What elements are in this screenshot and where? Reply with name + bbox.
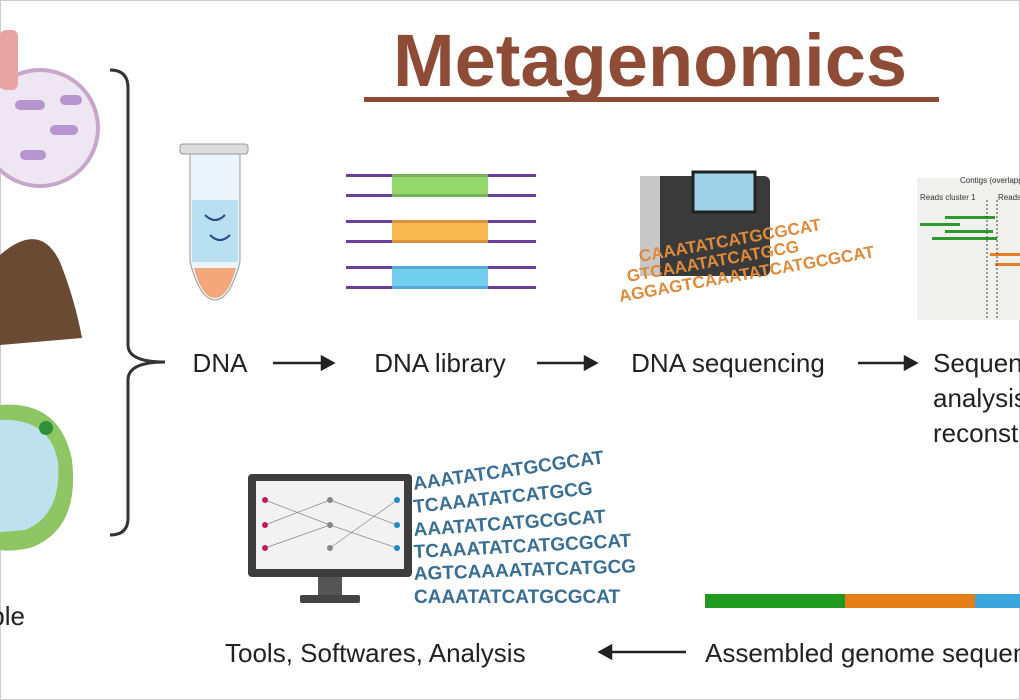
step-label: DNA library bbox=[374, 348, 505, 378]
step-label: DNA sequencing bbox=[631, 348, 825, 378]
analysis-read: CAAATATCATGCGCAT bbox=[414, 587, 621, 608]
step-label: Sequence bbox=[933, 348, 1020, 378]
contig-panel bbox=[917, 178, 1020, 320]
bacteria bbox=[15, 95, 82, 160]
sample-label: Sample bbox=[0, 601, 25, 631]
tube-pellet bbox=[194, 268, 236, 298]
genome-segment bbox=[845, 594, 975, 608]
contig-title: Contigs (overlapping reads) bbox=[960, 176, 1020, 185]
contig-reads bbox=[920, 200, 1020, 320]
water bbox=[0, 419, 59, 532]
cluster-label: Reads cluster 2 bbox=[998, 193, 1020, 202]
cluster-label: Reads cluster 1 bbox=[920, 193, 976, 202]
plant bbox=[39, 421, 53, 435]
genome-segment bbox=[975, 594, 1020, 608]
step-label: DNA bbox=[193, 348, 249, 378]
soil-sample bbox=[0, 239, 82, 345]
title: Metagenomics bbox=[393, 19, 907, 102]
monitor-base bbox=[300, 595, 360, 603]
tools-label: Tools, Softwares, Analysis bbox=[225, 638, 526, 668]
genome-segment bbox=[705, 594, 845, 608]
network-nodes bbox=[262, 497, 400, 551]
dna-strands bbox=[204, 214, 231, 241]
sequencer-screen bbox=[691, 170, 757, 214]
tube-liquid bbox=[192, 200, 238, 262]
dna-library bbox=[346, 174, 536, 289]
sequencer-panel bbox=[640, 176, 660, 276]
tissue-sample bbox=[0, 30, 18, 90]
arrows bbox=[273, 354, 919, 661]
network bbox=[264, 499, 398, 549]
title-underline bbox=[364, 97, 939, 102]
brace bbox=[109, 68, 166, 537]
step-label: reconstruction bbox=[933, 418, 1020, 448]
monitor-stand bbox=[318, 577, 342, 595]
step-label: analysis bbox=[933, 383, 1020, 413]
assembled-label: Assembled genome sequence bbox=[705, 638, 1020, 668]
tube-cap bbox=[179, 143, 249, 155]
